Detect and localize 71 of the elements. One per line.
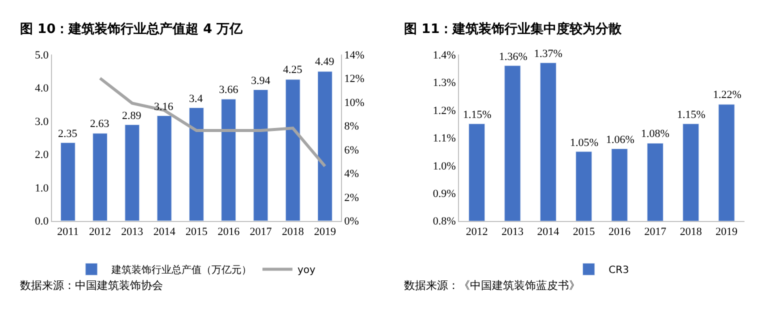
x-tick-label: 2011 xyxy=(57,226,79,238)
y2-tick-label: 2% xyxy=(344,192,359,204)
data-label: 1.15% xyxy=(677,109,706,121)
data-label: 3.16 xyxy=(154,101,174,113)
y2-tick-label: 8% xyxy=(344,120,359,133)
y-tick-label: 4.0 xyxy=(34,82,50,95)
legend-label: yoy xyxy=(297,265,316,276)
y2-tick-label: 4% xyxy=(344,168,359,180)
x-tick-label: 2019 xyxy=(716,226,738,238)
source-note: 数据来源：《中国建筑装饰蓝皮书》 xyxy=(404,279,580,292)
data-label: 2.89 xyxy=(122,110,142,122)
data-label: 1.37% xyxy=(534,48,562,60)
bar xyxy=(253,90,268,221)
y-tick-label: 1.2% xyxy=(432,104,456,117)
y-tick-label: 2.0 xyxy=(34,149,50,162)
x-tick-label: 2019 xyxy=(314,226,336,238)
bar xyxy=(156,115,172,221)
data-label: 3.94 xyxy=(251,75,271,87)
y-tick-label: 3.0 xyxy=(34,116,50,128)
data-label: 1.22% xyxy=(713,89,742,101)
data-label: 3.4 xyxy=(189,93,204,105)
bar xyxy=(188,107,204,221)
chart-title: 图 10：建筑装饰行业总产值超 4 万亿 xyxy=(20,21,244,37)
x-tick-label: 2016 xyxy=(608,226,632,238)
x-tick-label: 2018 xyxy=(282,226,304,238)
x-tick-label: 2018 xyxy=(680,226,702,238)
y-tick-label: 0.9% xyxy=(432,188,456,200)
data-label: 1.06% xyxy=(606,134,634,146)
legend-label: CR3 xyxy=(608,265,629,276)
data-label: 2.35 xyxy=(58,128,78,140)
x-tick-label: 2017 xyxy=(250,226,272,238)
bar xyxy=(317,71,332,221)
x-tick-label: 2012 xyxy=(89,226,112,238)
data-label: 2.63 xyxy=(90,118,110,130)
y-tick-label: 1.1% xyxy=(432,132,456,145)
bar xyxy=(92,133,108,221)
bar xyxy=(124,124,140,221)
y-tick-label: 5.0 xyxy=(34,49,50,62)
y2-tick-label: 6% xyxy=(344,144,359,156)
bar xyxy=(60,142,76,221)
y-tick-label: 1.3% xyxy=(432,77,456,90)
x-tick-label: 2013 xyxy=(502,226,524,238)
y2-tick-label: 0% xyxy=(344,216,359,228)
y2-tick-label: 14% xyxy=(344,49,364,62)
x-tick-label: 2014 xyxy=(153,226,176,238)
x-tick-label: 2013 xyxy=(121,226,144,238)
y-tick-label: 0.8% xyxy=(432,216,456,228)
y-tick-label: 0.0 xyxy=(34,216,50,228)
x-tick-label: 2012 xyxy=(466,226,488,238)
x-tick-label: 2016 xyxy=(218,226,240,238)
y2-tick-label: 12% xyxy=(344,73,364,86)
bar xyxy=(285,79,300,221)
chart-title: 图 11：建筑装饰行业集中度较为分散 xyxy=(404,21,623,37)
data-label: 4.49 xyxy=(315,56,335,68)
legend-label: 建筑装饰行业总产值（万亿元） xyxy=(110,264,252,276)
data-label: 1.15% xyxy=(463,109,492,121)
x-tick-label: 2017 xyxy=(644,226,667,238)
y-tick-label: 1.0% xyxy=(432,160,456,172)
data-label: 4.25 xyxy=(283,64,303,76)
x-tick-label: 2015 xyxy=(572,226,596,238)
y-tick-label: 1.0 xyxy=(34,182,50,194)
y2-tick-label: 10% xyxy=(344,96,364,109)
x-tick-label: 2014 xyxy=(537,226,560,238)
y-tick-label: 1.4% xyxy=(432,49,456,62)
data-label: 3.66 xyxy=(219,84,239,96)
data-label: 1.08% xyxy=(641,128,670,140)
bar xyxy=(221,98,236,221)
x-tick-label: 2015 xyxy=(185,226,208,238)
data-label: 1.05% xyxy=(570,137,598,149)
source-note: 数据来源：中国建筑装饰协会 xyxy=(20,279,163,292)
data-label: 1.36% xyxy=(499,51,528,63)
